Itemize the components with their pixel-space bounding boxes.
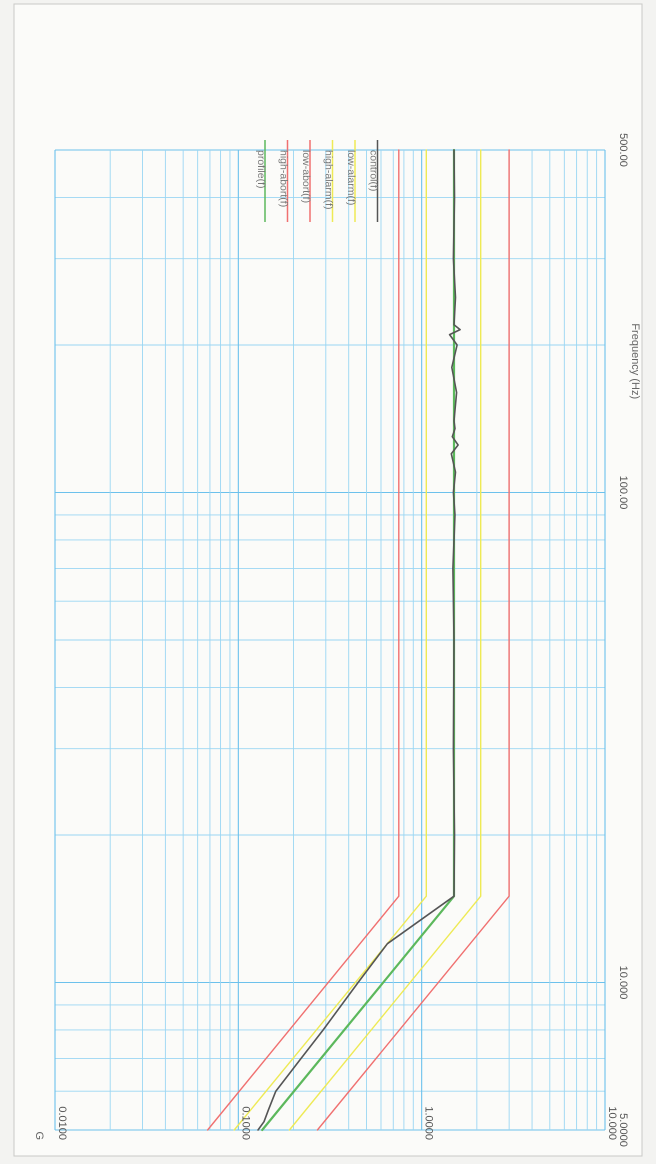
x-axis-ticks: 5.0000 10.000 100.00 500.00 [617,133,629,1147]
y-axis-label: G [33,1131,45,1140]
y-axis-ticks: 0.0100 0.1000 1.0000 10.000 [56,1106,618,1140]
legend-label-5: low-alarm(f) [345,150,357,205]
legend-label-6: control(f) [368,150,380,191]
x-tick-label: 10.000 [617,966,629,1000]
x-tick-label: 100.00 [617,476,629,510]
y-tick-label: 0.0100 [56,1106,68,1140]
series-line-3 [206,149,400,1131]
x-tick-label: 500.00 [617,133,629,167]
legend-label-4: high-alarm(f) [323,150,335,210]
grid [54,149,606,1131]
series-line-4 [288,149,482,1131]
y-tick-label: 1.0000 [423,1106,435,1140]
legend: profile(f) high-abort(f) low-abort(f) high-… [255,140,380,222]
chart-frame [13,3,643,1157]
x-axis-label: Frequency (Hz) [629,323,641,399]
legend-label-3: low-abort(f) [300,150,312,203]
series-line-6 [257,149,461,1131]
series-line-5 [233,149,427,1131]
legend-label-2: high-abort(f) [278,150,290,207]
y-tick-label: 10.000 [606,1106,618,1140]
series-line-2 [316,149,510,1131]
series-layer [206,148,510,1132]
x-tick-label: 5.0000 [617,1113,629,1147]
y-tick-label: 0.1000 [239,1106,251,1140]
legend-label-1: profile(f) [255,150,267,189]
